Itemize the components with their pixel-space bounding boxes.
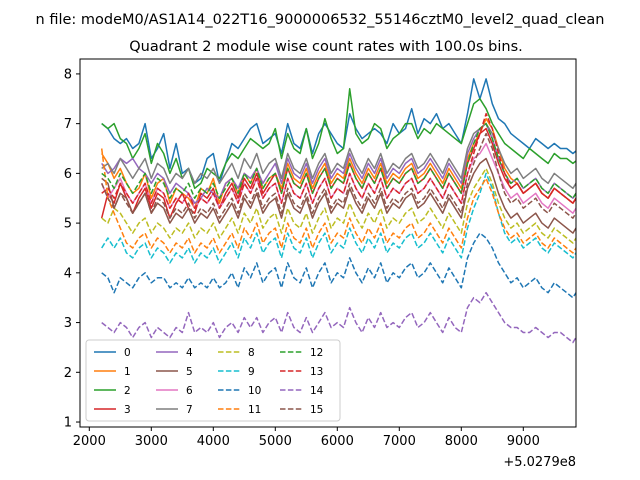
series-line-11 [100,148,576,254]
legend-label: 8 [248,347,255,359]
x-tick-label: 7000 [383,434,416,449]
series-line-1 [101,117,576,209]
legend-label: 1 [124,366,131,378]
y-tick-label: 6 [64,167,72,182]
axes-frame [79,58,577,428]
x-tick-label: 9000 [507,434,540,449]
x-tick-label: 6000 [321,434,354,449]
series-line-12 [101,122,576,199]
legend-label: 13 [310,366,323,378]
series-line-7 [101,122,576,190]
legend-label: 15 [310,404,323,416]
series-line-8 [101,167,576,244]
x-tick-label: 8000 [445,434,478,449]
chart-suptitle: n file: modeM0/AS1A14_022T16_9000006532_… [36,12,605,28]
y-tick-label: 4 [64,266,72,281]
legend-label: 6 [186,385,193,397]
series-line-10 [101,232,576,299]
legend-label: 7 [186,404,193,416]
legend-label: 2 [124,385,131,397]
legend-label: 14 [310,385,324,397]
chart-title: Quadrant 2 module wise count rates with … [129,39,523,55]
series-layer [100,78,576,344]
y-tick-label: 2 [64,366,72,381]
series-line-15 [101,132,576,219]
y-tick-label: 1 [64,416,72,431]
legend-label: 0 [124,347,131,359]
series-line-0 [101,78,576,185]
x-tick-label: 3000 [135,434,168,449]
legend-label: 12 [310,347,323,359]
legend-label: 11 [248,404,261,416]
series-line-2 [101,88,576,190]
x-tick-label: 4000 [197,434,230,449]
series-line-14 [101,291,576,344]
legend-label: 9 [248,366,255,378]
y-tick-label: 5 [64,217,72,232]
legend-label: 4 [186,347,193,359]
y-tick-label: 8 [64,67,72,82]
legend-label: 3 [124,404,131,416]
x-tick-label: 2000 [73,434,106,449]
series-line-9 [101,172,576,264]
x-tick-label: 5000 [259,434,292,449]
legend-box [85,339,341,422]
y-tick-label: 3 [64,316,72,331]
series-line-13 [101,112,576,209]
y-tick-label: 7 [64,117,72,132]
legend-label: 10 [248,385,261,397]
series-line-5 [101,157,576,234]
legend-label: 5 [186,366,193,378]
x-offset-label: +5.0279e8 [503,455,576,470]
